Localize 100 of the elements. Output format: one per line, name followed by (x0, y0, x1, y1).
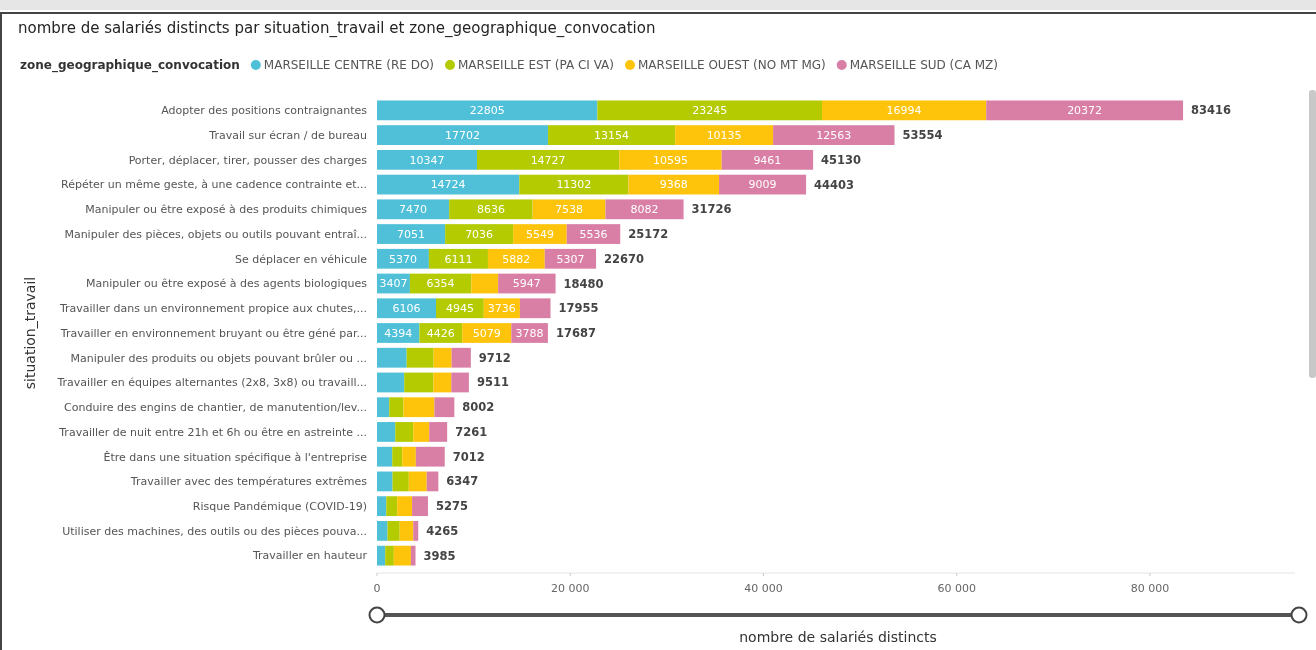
bar (377, 496, 387, 517)
legend-label: MARSEILLE OUEST (NO MT MG) (638, 58, 826, 73)
bar (385, 545, 394, 566)
bar (413, 521, 419, 541)
bar (402, 446, 416, 467)
bar (476, 149, 620, 170)
y-tick-label: Répéter un même geste, à une cadence contrainte et... (61, 178, 367, 192)
data-label: 16994 (886, 104, 922, 118)
data-label: 5882 (502, 252, 531, 266)
total-label: 18480 (563, 276, 604, 291)
bar (415, 446, 445, 467)
bar (548, 125, 676, 145)
y-tick-label: Travailler en équipes alternantes (2x8, 3x8) ou travaill... (56, 376, 367, 390)
total-label: 9712 (478, 350, 511, 365)
bar (392, 446, 403, 467)
y-tick-label: Travailler en environnement bruyant ou être géné par... (59, 326, 367, 340)
y-tick-label: Être dans une situation spécifique à l'entreprise (103, 450, 368, 464)
bar (412, 496, 428, 517)
data-label: 5947 (512, 277, 541, 291)
data-label: 4945 (445, 302, 474, 316)
data-label: 5536 (579, 227, 608, 241)
legend-label: MARSEILLE SUD (CA MZ) (849, 58, 998, 73)
data-label: 3788 (515, 326, 544, 340)
y-tick-label: Travailler de nuit entre 21h et 6h ou être en astreinte ... (58, 425, 367, 439)
bar (377, 471, 393, 492)
data-label: 9009 (748, 178, 777, 192)
total-label: 83416 (1191, 103, 1232, 118)
bar (532, 199, 606, 220)
bar (433, 372, 452, 393)
y-tick-label: Adopter des positions contraignantes (161, 104, 368, 118)
bar (406, 347, 434, 368)
data-label: 11302 (556, 178, 592, 192)
data-label: 5307 (556, 252, 585, 266)
bar (377, 372, 405, 393)
data-label: 20372 (1067, 104, 1103, 118)
y-tick-label: Manipuler des pièces, objets ou outils pouvant entraî... (64, 227, 367, 241)
chart-title: nombre de salariés distincts par situation_travail et zone_geographique_convocation (18, 19, 656, 38)
data-label: 22805 (469, 104, 505, 118)
bar (433, 347, 452, 368)
bar (377, 521, 388, 541)
data-label: 8082 (630, 203, 659, 217)
bar (605, 199, 684, 220)
total-label: 31726 (691, 202, 732, 217)
bar (426, 471, 439, 492)
bar (449, 199, 533, 220)
data-label: 7036 (465, 227, 494, 241)
bar (403, 397, 435, 418)
data-label: 23245 (692, 104, 728, 118)
bar (410, 545, 416, 566)
bar (451, 347, 471, 368)
data-label: 6106 (392, 302, 421, 316)
data-label: 13154 (594, 128, 630, 142)
x-tick-label: 40 000 (744, 581, 783, 595)
data-label: 4394 (384, 326, 413, 340)
bar (389, 397, 404, 418)
y-axis-title: situation_travail (22, 276, 38, 390)
bar (377, 100, 598, 121)
total-label: 7012 (452, 449, 485, 464)
data-label: 5549 (525, 227, 554, 241)
data-label: 10135 (706, 128, 742, 142)
total-label: 8002 (462, 400, 495, 415)
bar (471, 273, 499, 294)
bar (377, 174, 520, 195)
total-label: 22670 (604, 251, 645, 266)
bar (773, 125, 895, 145)
bar (519, 298, 551, 319)
data-label: 9368 (659, 178, 688, 192)
total-label: 7261 (455, 424, 488, 439)
y-tick-label: Travail sur écran / de bureau (208, 128, 367, 142)
y-tick-label: Se déplacer en véhicule (235, 252, 368, 266)
x-tick-label: 60 000 (937, 581, 977, 595)
total-label: 5275 (435, 499, 468, 514)
data-label: 5079 (472, 326, 501, 340)
bar (397, 496, 413, 517)
y-tick-label: Manipuler ou être exposé à des agents biologiques (86, 277, 368, 291)
y-tick-label: Travailler en hauteur (251, 549, 368, 563)
total-label: 45130 (821, 152, 862, 167)
bar (451, 372, 469, 393)
bar (377, 397, 390, 418)
bar (377, 422, 396, 442)
bar (377, 446, 393, 467)
bar (399, 521, 414, 541)
y-tick-label: Conduire des engins de chantier, de manutention/lev... (64, 401, 367, 415)
data-label: 17702 (445, 128, 481, 142)
bar (429, 422, 448, 442)
bar (675, 125, 774, 145)
bar (377, 347, 407, 368)
bar (377, 125, 549, 145)
legend-label: MARSEILLE CENTRE (RE DO) (263, 58, 435, 73)
total-label: 4265 (426, 523, 459, 538)
x-tick-label: 20 000 (551, 581, 590, 595)
bar (404, 372, 434, 393)
data-label: 4426 (426, 326, 455, 340)
bar (821, 100, 987, 121)
data-label: 14724 (430, 178, 466, 192)
bar (392, 471, 409, 492)
bar (387, 521, 400, 541)
y-tick-label: Manipuler ou être exposé à des produits chimiques (85, 203, 368, 217)
x-tick-label: 80 000 (1130, 581, 1170, 595)
y-tick-label: Travailler avec des températures extrêmes (129, 475, 368, 489)
